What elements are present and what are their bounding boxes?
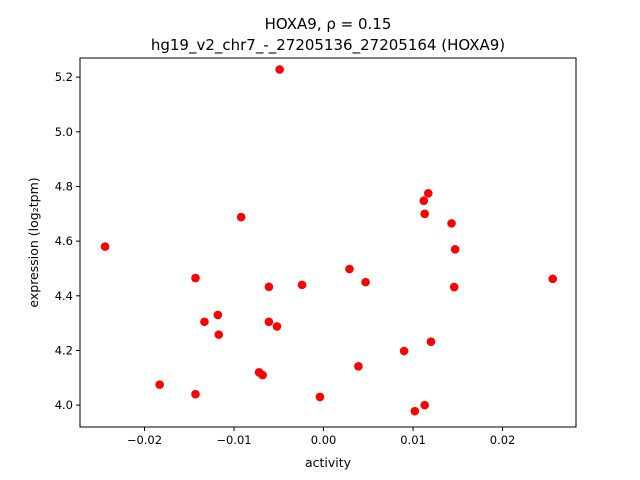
y-tick-label: 5.0 [55, 125, 73, 139]
data-point-11 [264, 317, 274, 327]
data-point-7 [236, 212, 246, 222]
data-point-10 [264, 282, 274, 292]
x-tick-label: 0.00 [311, 433, 337, 447]
data-point-13 [275, 65, 284, 74]
data-point-18 [361, 277, 370, 287]
data-point-27 [449, 282, 459, 292]
x-tick-label: −0.01 [216, 433, 251, 447]
data-point-19 [399, 346, 409, 356]
y-tick-label: 4.0 [55, 398, 73, 412]
x-tick-label: −0.02 [127, 433, 162, 447]
data-point-12 [272, 322, 282, 331]
data-point-26 [447, 219, 456, 228]
data-point-2 [191, 273, 200, 283]
x-axis-ticks: −0.02 −0.01 0.00 0.01 0.02 [127, 427, 516, 447]
y-tick-label: 4.8 [55, 179, 73, 193]
data-point-25 [426, 337, 436, 347]
data-point-29 [548, 274, 558, 284]
data-point-15 [315, 392, 325, 402]
y-tick-label: 4.6 [55, 234, 73, 248]
data-point-24 [423, 189, 433, 198]
chart-title-line2: hg19_v2_chr7_-_27205136_27205164 (HOXA9) [151, 36, 505, 55]
data-point-9 [258, 370, 267, 380]
data-points [100, 65, 558, 416]
data-point-0 [100, 242, 110, 251]
chart-title-line1: HOXA9, ρ = 0.15 [265, 15, 392, 33]
data-point-21 [419, 196, 429, 205]
data-point-28 [450, 245, 460, 254]
y-tick-label: 4.2 [55, 343, 73, 357]
data-point-16 [345, 264, 354, 274]
data-point-22 [420, 209, 429, 219]
plot-area-frame [79, 57, 577, 428]
data-point-3 [191, 389, 200, 399]
y-axis-label: expression (log₂tpm) [26, 177, 41, 307]
data-point-1 [155, 380, 164, 389]
y-tick-label: 5.2 [55, 70, 73, 84]
x-axis-label: activity [305, 455, 352, 470]
data-point-4 [200, 317, 209, 327]
data-point-14 [297, 280, 307, 290]
y-tick-label: 4.4 [55, 289, 73, 303]
data-point-17 [354, 362, 363, 371]
data-point-23 [420, 400, 429, 410]
x-tick-label: 0.01 [400, 433, 426, 447]
data-point-6 [214, 330, 224, 339]
y-axis-ticks: 4.0 4.2 4.4 4.6 4.8 5.0 5.2 [55, 70, 80, 412]
data-point-5 [213, 310, 223, 320]
x-tick-label: 0.02 [490, 433, 516, 447]
data-point-20 [410, 406, 420, 416]
